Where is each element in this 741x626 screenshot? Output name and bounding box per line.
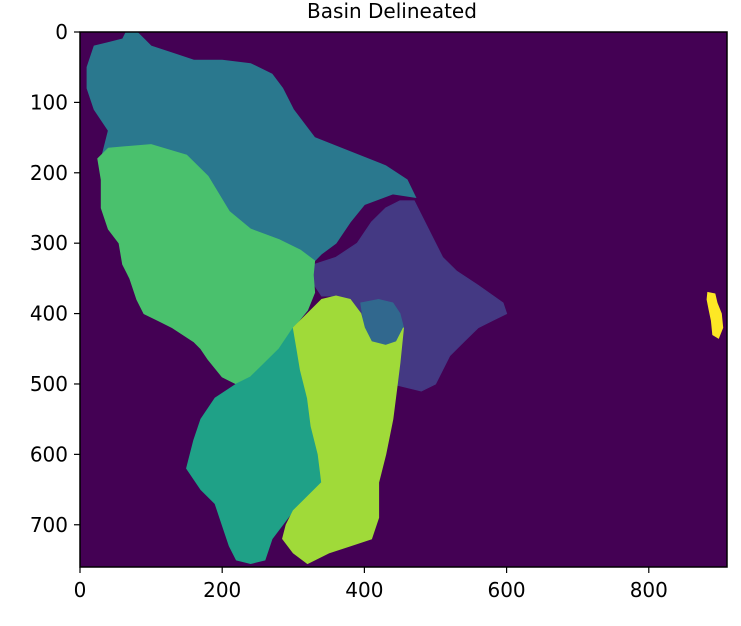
y-tick-label: 600 (30, 442, 68, 466)
x-tick-label: 800 (630, 578, 668, 602)
x-axis: 0 200 400 600 800 (74, 567, 668, 602)
y-tick-label: 500 (30, 372, 68, 396)
y-tick-label: 400 (30, 302, 68, 326)
chart-title: Basin Delineated (307, 0, 477, 23)
x-tick-label: 600 (487, 578, 525, 602)
x-tick-label: 0 (74, 578, 87, 602)
plot-area (80, 31, 727, 567)
northern-basin (86, 31, 417, 262)
x-tick-label: 200 (203, 578, 241, 602)
y-tick-label: 200 (30, 161, 68, 185)
y-tick-label: 700 (30, 513, 68, 537)
y-tick-label: 100 (30, 90, 68, 114)
y-tick-label: 300 (30, 231, 68, 255)
x-tick-label: 400 (345, 578, 383, 602)
y-tick-label: 0 (55, 20, 68, 44)
southern-basin (282, 295, 404, 565)
outlier-basin (706, 291, 724, 339)
y-axis: 0 100 200 300 400 500 600 700 (30, 20, 80, 537)
plot-frame (79, 31, 728, 568)
